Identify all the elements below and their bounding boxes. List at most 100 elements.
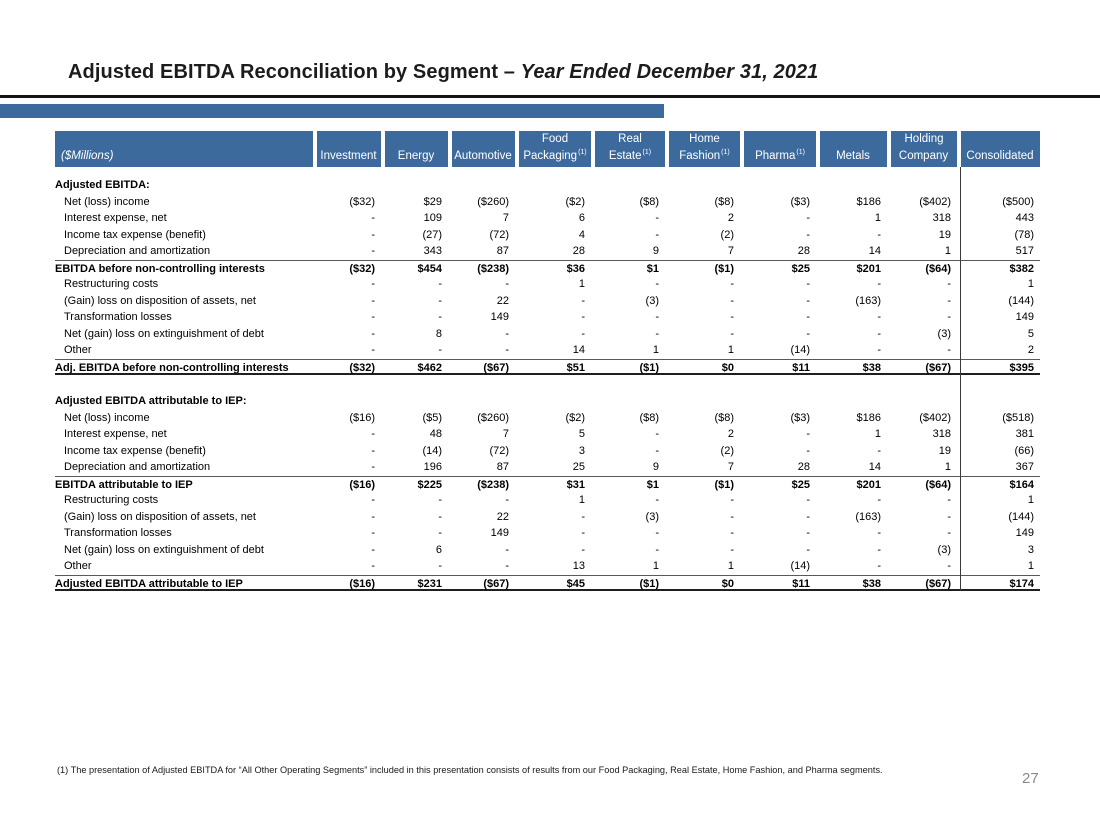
cell-value: (144) xyxy=(1008,510,1034,523)
cell-value: - xyxy=(371,461,375,473)
consolidated-divider-line xyxy=(960,167,961,591)
cell-value: - xyxy=(505,278,509,290)
cell-value: $201 xyxy=(856,262,881,275)
cell-value: $225 xyxy=(417,478,442,491)
table-row: (Gain) loss on disposition of assets, ne… xyxy=(55,509,1040,526)
column-header-line2: Estate(1) xyxy=(608,149,652,162)
cell-value: - xyxy=(877,444,881,457)
cell-value xyxy=(385,177,448,194)
table-row: Other - - - 14 1 1 (14) - - 2 xyxy=(55,342,1040,359)
cell-value: 19 xyxy=(938,228,951,241)
cell-value: ($260) xyxy=(477,411,509,424)
cell-value: - xyxy=(581,543,585,556)
cell-value: - xyxy=(947,294,951,307)
cell-value: ($67) xyxy=(925,361,951,374)
footnote-marker: (1) xyxy=(796,149,805,157)
cell-value: 19 xyxy=(938,444,951,457)
cell-value: 149 xyxy=(490,527,509,539)
cell-value: 4 xyxy=(578,228,585,241)
cell-value: ($500) xyxy=(1002,195,1034,208)
table-row: (Gain) loss on disposition of assets, ne… xyxy=(55,293,1040,310)
cell-value: 7 xyxy=(727,245,734,257)
cell-value xyxy=(891,393,957,410)
cell-value: ($8) xyxy=(714,195,734,208)
cell-value: - xyxy=(947,494,951,506)
cell-value: (14) xyxy=(422,444,442,457)
cell-value: (2) xyxy=(720,228,734,241)
cell-value: ($238) xyxy=(477,478,509,491)
row-label: Net (gain) loss on extinguishment of deb… xyxy=(64,327,264,340)
cell-value: $1 xyxy=(646,262,659,275)
cell-value: 7 xyxy=(502,428,509,440)
row-label: (Gain) loss on disposition of assets, ne… xyxy=(64,510,256,523)
cell-value: $201 xyxy=(856,478,881,491)
cell-value: - xyxy=(730,494,734,506)
column-header-line2: Consolidated xyxy=(966,150,1034,162)
cell-value: (3) xyxy=(937,543,951,556)
column-header-line2: Packaging(1) xyxy=(523,149,587,162)
cell-value: 6 xyxy=(435,543,442,556)
cell-value: $11 xyxy=(792,577,810,590)
table-row: Transformation losses - - 149 - - - - - - 149 xyxy=(55,525,1040,542)
row-label: EBITDA before non-controlling interests xyxy=(55,262,265,275)
column-header-line1: Home xyxy=(689,133,720,146)
table-row: Net (loss) income ($16) ($5) ($260) ($2) ($8)… xyxy=(55,410,1040,427)
table-row: Net (loss) income ($32) $29 ($260) ($2) ($8) (… xyxy=(55,194,1040,211)
accent-bar xyxy=(0,104,664,118)
cell-value: ($1) xyxy=(714,478,734,491)
cell-value: (78) xyxy=(1014,228,1034,241)
cell-value: (14) xyxy=(790,344,810,356)
column-header-line2: Investment xyxy=(320,150,377,162)
cell-value xyxy=(961,393,1040,410)
row-label: Adjusted EBITDA: xyxy=(55,179,150,191)
cell-value: (163) xyxy=(855,510,881,523)
cell-value: - xyxy=(730,510,734,523)
cell-value: ($16) xyxy=(349,478,375,491)
cell-value: 8 xyxy=(435,327,442,340)
cell-value: 6 xyxy=(578,212,585,224)
cell-value: $36 xyxy=(566,262,585,275)
column-header-line2: Pharma(1) xyxy=(755,149,805,162)
cell-value: 1 xyxy=(578,278,585,290)
cell-value: 196 xyxy=(423,461,442,473)
row-label: Adjusted EBITDA attributable to IEP: xyxy=(55,395,247,407)
cell-value: 1 xyxy=(1027,278,1034,290)
cell-value xyxy=(744,177,816,194)
cell-value: - xyxy=(877,543,881,556)
cell-value: 1 xyxy=(1027,494,1034,506)
cell-value: ($402) xyxy=(919,195,951,208)
cell-value: - xyxy=(655,527,659,539)
row-label: Transformation losses xyxy=(64,311,172,323)
table-row: Adjusted EBITDA attributable to IEP ($16)… xyxy=(55,574,1040,591)
cell-value: ($1) xyxy=(714,262,734,275)
footnote: (1) The presentation of Adjusted EBITDA … xyxy=(57,765,883,775)
cell-value: 318 xyxy=(932,212,951,224)
column-header-estate: Real Estate(1) xyxy=(595,131,665,167)
cell-value: - xyxy=(655,494,659,506)
row-label: Interest expense, net xyxy=(64,428,167,440)
cell-value: 28 xyxy=(797,461,810,473)
cell-value: 7 xyxy=(727,461,734,473)
cell-value: - xyxy=(371,294,375,307)
column-header-millions: ($Millions) xyxy=(55,131,313,167)
cell-value: 343 xyxy=(423,245,442,257)
cell-value: $31 xyxy=(566,478,585,491)
cell-value: ($3) xyxy=(790,195,810,208)
cell-value: - xyxy=(655,327,659,340)
cell-value: - xyxy=(730,294,734,307)
cell-value: - xyxy=(438,311,442,323)
cell-value: - xyxy=(371,344,375,356)
cell-value: 1 xyxy=(727,560,734,572)
cell-value: - xyxy=(371,311,375,323)
cell-value: $45 xyxy=(566,577,585,590)
column-header-metals: Metals xyxy=(820,131,887,167)
cell-value: $38 xyxy=(862,361,881,374)
table-row: Restructuring costs - - - 1 - - - - - 1 xyxy=(55,276,1040,293)
cell-value xyxy=(595,393,665,410)
cell-value xyxy=(519,393,591,410)
cell-value: - xyxy=(438,560,442,572)
cell-value: (163) xyxy=(855,294,881,307)
cell-value: 3 xyxy=(1027,543,1034,556)
row-label: Other xyxy=(64,344,92,356)
